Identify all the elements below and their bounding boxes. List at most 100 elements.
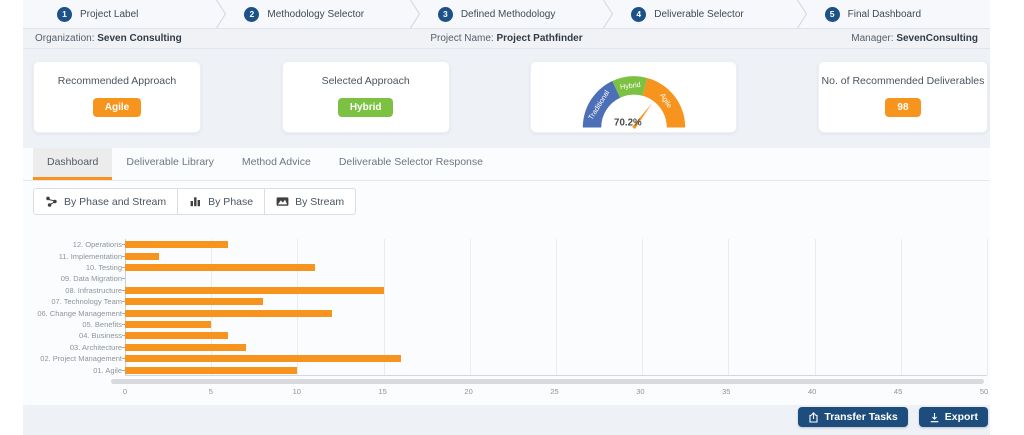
category-label: 01. Agile (93, 365, 122, 375)
phase-stream-icon (46, 196, 57, 207)
transfer-tasks-button[interactable]: Transfer Tasks (798, 407, 908, 427)
x-tick-label: 35 (722, 386, 731, 396)
organization-info: Organization: Seven Consulting (35, 33, 182, 44)
step-label: Defined Methodology (460, 8, 556, 20)
gridline (987, 239, 988, 375)
bar (125, 332, 229, 340)
gauge-segment-traditional (582, 81, 620, 128)
chart-row: 03. Architecture (23, 342, 987, 353)
chart-row: 02. Project Management (23, 353, 987, 364)
category-tick (122, 301, 125, 303)
bar-track (125, 275, 987, 282)
toggle-by-phase[interactable]: By Phase (178, 188, 266, 215)
view-toggle-group: By Phase and Stream By Phase By Stream (33, 188, 357, 215)
recommended-approach-card: Recommended Approach Agile (33, 61, 201, 133)
dashboard-panel: Dashboard Deliverable Library Method Adv… (23, 148, 990, 405)
chevron-separator-icon (603, 0, 614, 29)
chart-scrollbar[interactable] (111, 378, 984, 384)
chart-row: 07. Technology Team (23, 296, 987, 307)
selected-approach-card: Selected Approach Hybrid (281, 61, 450, 133)
bar-track (125, 355, 987, 363)
tab[interactable]: Deliverable Selector Response (338, 156, 483, 168)
step-number-badge: 1 (57, 6, 72, 22)
stepper-step[interactable]: 3 Defined Methodology (409, 0, 603, 29)
summary-cards-row: Recommended Approach Agile Selected Appr… (23, 49, 990, 133)
category-label: 08. Infrastructure (65, 285, 122, 295)
stepper-step[interactable]: 1 Project Label (23, 0, 216, 28)
gridline (383, 239, 385, 375)
gauge-segment-agile (642, 77, 686, 128)
bar-track (125, 264, 987, 272)
tab[interactable]: Method Advice (241, 156, 311, 168)
project-info-bar: Organization: Seven Consulting Project N… (23, 29, 990, 49)
x-tick-label: 30 (636, 386, 645, 396)
gauge-needle-icon (631, 102, 653, 129)
deliverables-count-badge: 98 (885, 98, 921, 117)
x-tick-label: 10 (292, 386, 301, 396)
category-tick (122, 267, 125, 269)
share-icon (809, 411, 818, 423)
bar-track (125, 332, 987, 340)
chevron-separator-icon (216, 0, 227, 29)
stepper-step[interactable]: 5 Final Dashboard (796, 0, 990, 29)
x-tick-label: 0 (122, 386, 128, 396)
gauge-value: 70.2% (614, 117, 642, 128)
tab[interactable]: Deliverable Library (126, 156, 214, 168)
step-label: Project Label (80, 8, 139, 20)
bar (125, 241, 229, 249)
gridline (469, 239, 471, 375)
bar (125, 286, 384, 294)
chart-row: 12. Operations (23, 239, 987, 250)
tab[interactable]: Dashboard (33, 148, 113, 180)
category-tick (122, 278, 125, 280)
stream-chart-icon (276, 197, 289, 206)
stepper-step[interactable]: 4 Deliverable Selector (603, 0, 796, 29)
chevron-separator-icon (409, 0, 420, 29)
x-tick-label: 45 (893, 386, 903, 396)
gridline (728, 239, 730, 375)
x-tick-label: 40 (808, 386, 817, 396)
manager-info: Manager: SevenConsulting (851, 33, 978, 44)
category-label: 02. Project Management (40, 354, 122, 364)
deliverables-card: No. of Recommended Deliverables 98 (817, 61, 988, 133)
chart-row: 06. Change Management (23, 307, 987, 318)
category-tick (122, 255, 125, 257)
category-label: 12. Operations (72, 240, 122, 250)
category-tick (122, 346, 125, 348)
methodology-gauge: Traditional Hybrid Agile 70.2% (582, 76, 686, 129)
gridline (556, 239, 557, 375)
step-label: Deliverable Selector (654, 8, 744, 20)
recommended-approach-badge: Agile (92, 98, 142, 117)
export-button[interactable]: Export (918, 407, 988, 427)
step-number-badge: 2 (244, 6, 260, 22)
toggle-by-phase-and-stream[interactable]: By Phase and Stream (33, 188, 179, 215)
category-tick (122, 358, 125, 360)
category-label: 09. Data Migration (60, 274, 122, 284)
bar-track (125, 366, 987, 374)
bar (125, 252, 160, 260)
chart-row: 05. Benefits (23, 319, 987, 330)
chart-gridlines (125, 239, 988, 376)
stepper-step[interactable]: 2 Methodology Selector (216, 0, 409, 29)
bar-track (125, 343, 987, 351)
category-label: 11. Implementation (58, 251, 122, 261)
project-name-info: Project Name: Project Pathfinder (430, 33, 583, 44)
gridline (125, 239, 126, 375)
category-label: 10. Testing (85, 263, 122, 273)
x-tick-label: 5 (208, 386, 213, 396)
bar-track (125, 252, 987, 260)
download-icon (930, 412, 939, 422)
bar (125, 343, 246, 351)
card-title: Recommended Approach (57, 75, 177, 87)
app-window: 1 Project Label 2 Methodology Selector 3… (23, 0, 990, 435)
bar-track (125, 286, 987, 294)
x-tick-label: 20 (464, 386, 473, 396)
selected-approach-badge: Hybrid (337, 98, 394, 117)
bar (125, 355, 401, 363)
category-tick (122, 244, 125, 246)
footer-actions: Transfer Tasks Export (798, 407, 988, 427)
toggle-by-stream[interactable]: By Stream (265, 188, 357, 215)
chart-x-axis: 0 5 10 15 20 25 30 35 40 45 50 (122, 386, 988, 396)
step-number-badge: 5 (824, 6, 840, 22)
chart-row: 04. Business (23, 330, 987, 341)
